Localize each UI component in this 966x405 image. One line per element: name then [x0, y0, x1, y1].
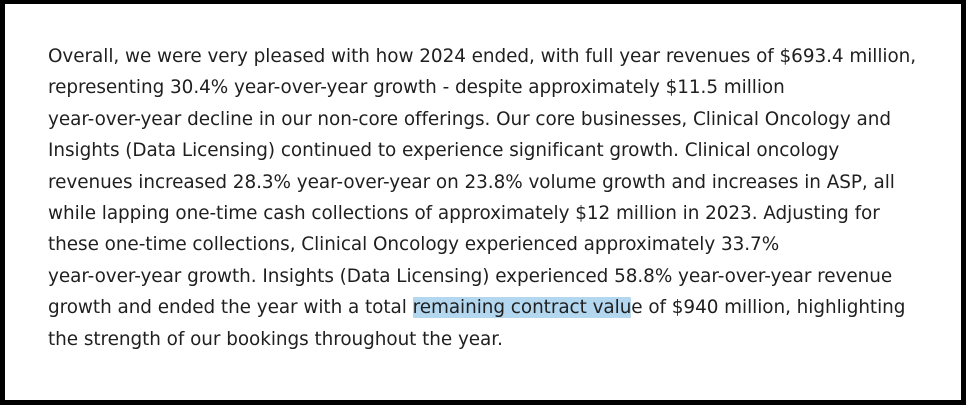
text-line-with-selection: growth and ended the year with a total r…: [48, 292, 948, 323]
text-line: year-over-year decline in our non-core o…: [48, 108, 891, 130]
text-line: Insights (Data Licensing) continued to e…: [48, 140, 840, 162]
text-line: Overall, we were very pleased with how 2…: [48, 46, 917, 67]
text-segment: e of $940 million, highlighting: [631, 297, 906, 319]
text-line: while lapping one-time cash collections …: [48, 203, 880, 225]
selected-text-highlight[interactable]: remaining contract valu: [412, 297, 632, 319]
text-line: revenues increased 28.3% year-over-year …: [48, 171, 895, 193]
text-line: representing 30.4% year-over-year growth…: [48, 77, 785, 99]
text-segment: growth and ended the year with a total: [48, 297, 413, 319]
text-line: year-over-year growth. Insights (Data Li…: [48, 265, 893, 287]
text-line: the strength of our bookings throughout …: [48, 328, 503, 350]
text-line: these one-time collections, Clinical Onc…: [48, 234, 780, 256]
document-paragraph: Overall, we were very pleased with how 2…: [48, 41, 948, 355]
